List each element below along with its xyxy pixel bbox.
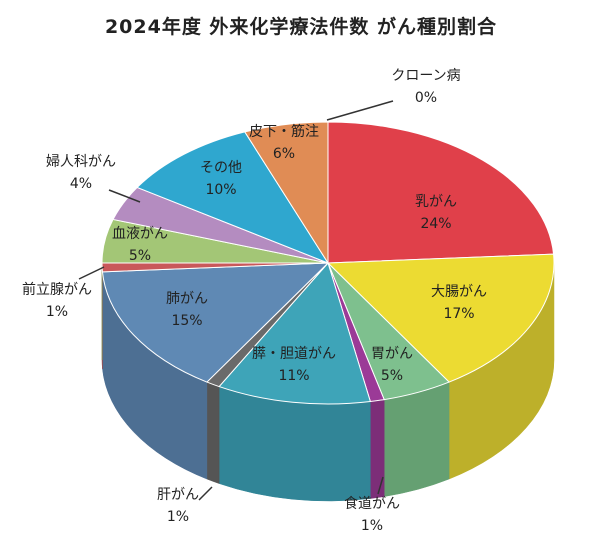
slice-12-leader-line [326, 100, 394, 121]
slice-2-value-label: 5% [381, 368, 403, 384]
slice-4-value-label: 11% [278, 368, 309, 384]
slice-0-name-label: 乳がん [415, 194, 457, 210]
slice-6-top [101, 262, 330, 383]
slice-12-name-label: クローン病 [391, 68, 460, 84]
slice-5-name-label: 肝がん [157, 487, 199, 503]
slice-3-name-label: 食道がん [344, 495, 400, 512]
slice-5-side [206, 381, 220, 484]
slice-7-name-label: 前立腺がん [22, 281, 92, 298]
slice-9-value-label: 4% [70, 176, 92, 192]
chart-title: 2024年度 外来化学療法件数 がん種別割合 [104, 16, 498, 38]
slice-9-leader-line [108, 189, 141, 203]
slice-1-name-label: 大腸がん [431, 284, 487, 300]
slice-4-name-label: 膵・胆道がん [252, 346, 336, 362]
slice-3-side [370, 399, 385, 499]
slice-10-value-label: 10% [205, 182, 236, 198]
slice-1-top [326, 253, 555, 383]
slice-9-name-label: 婦人科がん [46, 153, 116, 170]
slice-3-value-label: 1% [361, 518, 383, 534]
slice-0-value-label: 24% [420, 216, 451, 232]
slice-7-leader-line [78, 266, 105, 280]
slice-2-name-label: 胃がん [371, 346, 413, 362]
slice-5-value-label: 1% [167, 509, 189, 525]
slice-12-value-label: 0% [415, 90, 437, 106]
slice-8-value-label: 5% [129, 248, 151, 264]
slice-10-top [136, 131, 330, 265]
slice-0-top [327, 121, 555, 264]
slice-6-value-label: 15% [171, 313, 202, 329]
slice-4-top [218, 261, 372, 405]
slice-11-name-label: 皮下・筋注 [249, 123, 319, 140]
slice-5-leader-line [198, 486, 213, 501]
slice-3-leader-line [377, 476, 384, 495]
slice-10-name-label: その他 [200, 160, 242, 176]
slice-2-side [383, 381, 450, 497]
slice-11-top [244, 121, 329, 265]
slice-8-name-label: 血液がん [112, 226, 168, 242]
slice-11-value-label: 6% [273, 146, 295, 162]
slice-7-value-label: 1% [46, 304, 68, 320]
slice-6-name-label: 肺がん [166, 291, 208, 307]
slice-1-value-label: 17% [443, 306, 474, 322]
